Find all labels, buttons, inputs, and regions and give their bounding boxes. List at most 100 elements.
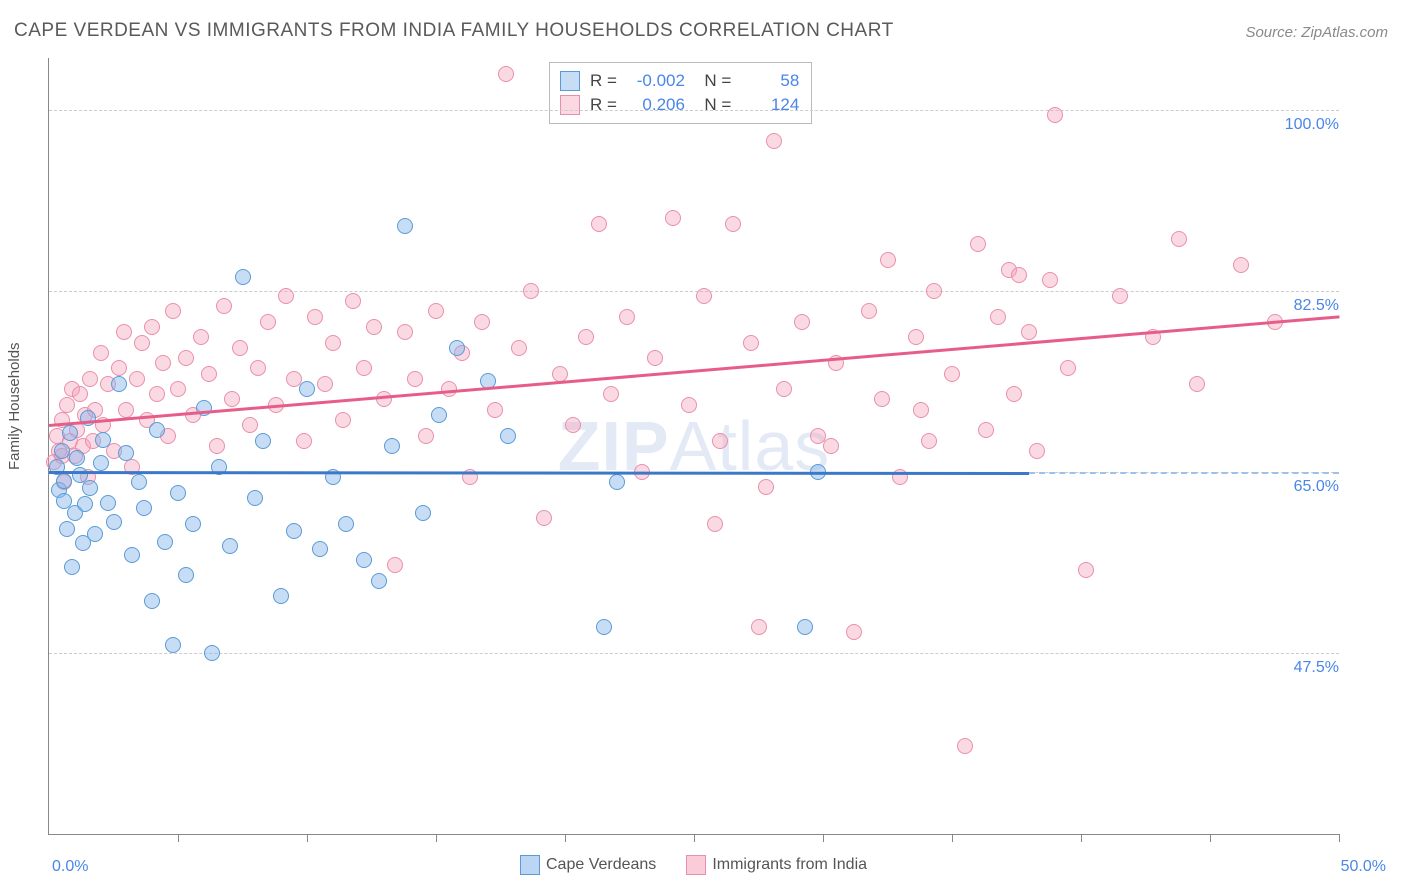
scatter-point-blue (118, 445, 134, 461)
scatter-point-pink (665, 210, 681, 226)
x-tick (565, 834, 566, 842)
scatter-point-blue (338, 516, 354, 532)
scatter-point-pink (345, 293, 361, 309)
y-tick-label: 82.5% (1269, 297, 1339, 315)
scatter-point-pink (118, 402, 134, 418)
scatter-point-pink (921, 433, 937, 449)
scatter-point-pink (523, 283, 539, 299)
r-value: -0.002 (627, 69, 685, 93)
scatter-point-pink (116, 324, 132, 340)
scatter-point-pink (552, 366, 568, 382)
scatter-point-blue (609, 474, 625, 490)
legend-swatch-blue (520, 855, 540, 875)
scatter-point-blue (273, 588, 289, 604)
r-label: R = (590, 93, 617, 117)
legend-swatch-pink (686, 855, 706, 875)
legend-item-blue: Cape Verdeans (520, 855, 656, 875)
scatter-point-blue (371, 573, 387, 589)
gridline (49, 653, 1339, 654)
scatter-point-blue (255, 433, 271, 449)
scatter-point-blue (124, 547, 140, 563)
scatter-point-pink (578, 329, 594, 345)
scatter-point-blue (222, 538, 238, 554)
scatter-point-pink (990, 309, 1006, 325)
y-tick-label: 47.5% (1269, 659, 1339, 677)
scatter-point-pink (474, 314, 490, 330)
scatter-point-pink (418, 428, 434, 444)
scatter-point-pink (758, 479, 774, 495)
scatter-point-pink (366, 319, 382, 335)
scatter-point-pink (712, 433, 728, 449)
x-tick (823, 834, 824, 842)
scatter-point-pink (743, 335, 759, 351)
scatter-point-blue (797, 619, 813, 635)
scatter-point-blue (157, 534, 173, 550)
scatter-point-pink (978, 422, 994, 438)
gridline (49, 110, 1339, 111)
scatter-point-pink (861, 303, 877, 319)
scatter-point-pink (356, 360, 372, 376)
scatter-point-pink (1233, 257, 1249, 273)
trend-line-blue-extrapolated (1029, 472, 1339, 474)
scatter-point-pink (1029, 443, 1045, 459)
scatter-point-pink (766, 133, 782, 149)
scatter-point-pink (170, 381, 186, 397)
x-tick (694, 834, 695, 842)
chart-title: CAPE VERDEAN VS IMMIGRANTS FROM INDIA FA… (14, 20, 894, 42)
scatter-point-pink (376, 391, 392, 407)
scatter-point-pink (751, 619, 767, 635)
scatter-point-blue (235, 269, 251, 285)
scatter-point-pink (725, 216, 741, 232)
scatter-point-pink (957, 738, 973, 754)
stats-row-blue: R =-0.002 N =58 (560, 69, 799, 93)
scatter-point-pink (1171, 231, 1187, 247)
scatter-point-pink (776, 381, 792, 397)
scatter-point-pink (880, 252, 896, 268)
scatter-point-pink (1006, 386, 1022, 402)
legend-label: Cape Verdeans (546, 856, 656, 873)
scatter-point-blue (415, 505, 431, 521)
legend-bottom: Cape Verdeans Immigrants from India (520, 855, 867, 875)
scatter-point-pink (317, 376, 333, 392)
scatter-point-blue (111, 376, 127, 392)
x-axis-min-label: 0.0% (52, 858, 88, 876)
scatter-point-pink (1047, 107, 1063, 123)
swatch-pink (560, 95, 580, 115)
scatter-point-blue (149, 422, 165, 438)
scatter-point-blue (64, 559, 80, 575)
scatter-point-pink (397, 324, 413, 340)
scatter-point-pink (232, 340, 248, 356)
scatter-point-blue (431, 407, 447, 423)
x-tick (307, 834, 308, 842)
scatter-point-pink (1078, 562, 1094, 578)
legend-label: Immigrants from India (712, 856, 867, 873)
scatter-point-pink (823, 438, 839, 454)
scatter-point-pink (511, 340, 527, 356)
scatter-point-pink (149, 386, 165, 402)
n-value: 58 (741, 69, 799, 93)
scatter-point-pink (1060, 360, 1076, 376)
scatter-point-blue (299, 381, 315, 397)
y-axis-label: Family Households (6, 342, 23, 470)
scatter-point-pink (242, 417, 258, 433)
scatter-point-blue (77, 496, 93, 512)
swatch-blue (560, 71, 580, 91)
scatter-point-pink (874, 391, 890, 407)
scatter-point-blue (165, 637, 181, 653)
scatter-point-pink (926, 283, 942, 299)
stats-legend-box: R =-0.002 N =58R =0.206 N =124 (549, 62, 812, 124)
scatter-point-pink (93, 345, 109, 361)
scatter-point-blue (100, 495, 116, 511)
scatter-point-pink (428, 303, 444, 319)
scatter-point-pink (565, 417, 581, 433)
y-tick-label: 100.0% (1269, 116, 1339, 134)
scatter-point-pink (111, 360, 127, 376)
x-tick (436, 834, 437, 842)
scatter-point-pink (970, 236, 986, 252)
scatter-point-pink (1011, 267, 1027, 283)
scatter-point-pink (846, 624, 862, 640)
scatter-point-pink (603, 386, 619, 402)
scatter-point-blue (93, 455, 109, 471)
x-tick (1339, 834, 1340, 842)
scatter-point-blue (69, 450, 85, 466)
